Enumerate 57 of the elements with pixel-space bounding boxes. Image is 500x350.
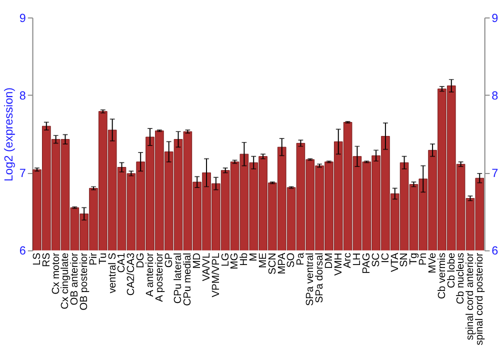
x-tick-label: LH [352, 252, 364, 266]
x-tick-label: SN [399, 252, 410, 268]
x-tick-label: Cx cingulate [60, 252, 72, 310]
x-tick-label: Cb nucleus [456, 252, 467, 304]
y-tick-label: 9 [19, 12, 26, 25]
x-tick-label: A posterior [154, 252, 166, 302]
x-tick-label: MPA [276, 252, 288, 274]
x-tick-label: PAG [362, 252, 373, 274]
x-tick-label: M [248, 252, 260, 262]
x-tick-label: A anterior [144, 252, 156, 297]
x-tick-label: SPa ventral [305, 252, 316, 306]
x-tick-label: IC [380, 252, 392, 264]
x-tick-label: VTA [390, 252, 401, 272]
x-tick-label: spinal cord posterior [474, 252, 486, 346]
x-tick-label: SPa dorsal [314, 252, 326, 303]
x-tick-label: spinal cord anterior [465, 252, 476, 340]
y-axis-title: Log2 (expression) [2, 87, 16, 182]
x-tick-label: MG [230, 252, 241, 270]
x-tick-label: OB posterior [79, 252, 90, 310]
x-tick-label: CPu lateral [173, 252, 184, 304]
y2-tick-label: 6 [492, 244, 499, 258]
y-tick-label: 7 [19, 167, 26, 180]
x-tick-label: VA/VL [201, 252, 212, 282]
x-tick-label: Tg [408, 252, 420, 265]
x-tick-label: GP [164, 252, 175, 268]
x-tick-label: ME [258, 252, 269, 268]
x-tick-label: OB anterior [70, 252, 81, 306]
x-tick-label: Cb lobe [446, 252, 458, 288]
x-tick-label: DG [136, 252, 147, 268]
y2-tick-label: 8 [492, 89, 499, 102]
x-tick-label: Tu [98, 252, 109, 264]
x-tick-label: LG [220, 252, 232, 266]
x-tick-label: SO [286, 252, 298, 268]
x-tick-label: CPu medial [182, 252, 194, 306]
y-tick-label: 8 [19, 89, 26, 102]
x-tick-label: Pn [418, 252, 430, 266]
x-tick-label: VMH [333, 252, 344, 276]
y2-tick-label: 9 [492, 12, 498, 25]
x-tick-label: CA2/CA3 [126, 252, 138, 296]
x-tick-label: Hb [239, 252, 250, 266]
x-tick-label: SC [370, 252, 382, 268]
y2-tick-label: 7 [492, 167, 498, 180]
x-tick-label: SCN [267, 252, 278, 274]
x-tick-label: LS [32, 252, 43, 266]
y-tick-label: 6 [19, 244, 26, 258]
x-tick-label: Arc [342, 252, 354, 268]
x-tick-label: MD [192, 252, 204, 269]
x-tick-label: MVe [427, 252, 438, 274]
x-tick-label: ventral S [107, 252, 118, 294]
x-tick-label: Cx motor [50, 252, 62, 294]
x-tick-label: Pa [296, 252, 307, 266]
x-tick-label: RS [41, 252, 52, 268]
x-tick-label: DM [324, 252, 335, 269]
x-tick-label: Cb vermis [436, 252, 448, 299]
x-tick-label: Pir [88, 252, 100, 266]
x-tick-label: VPM/VPL [210, 252, 222, 298]
x-tick-label: CA1 [116, 252, 128, 273]
